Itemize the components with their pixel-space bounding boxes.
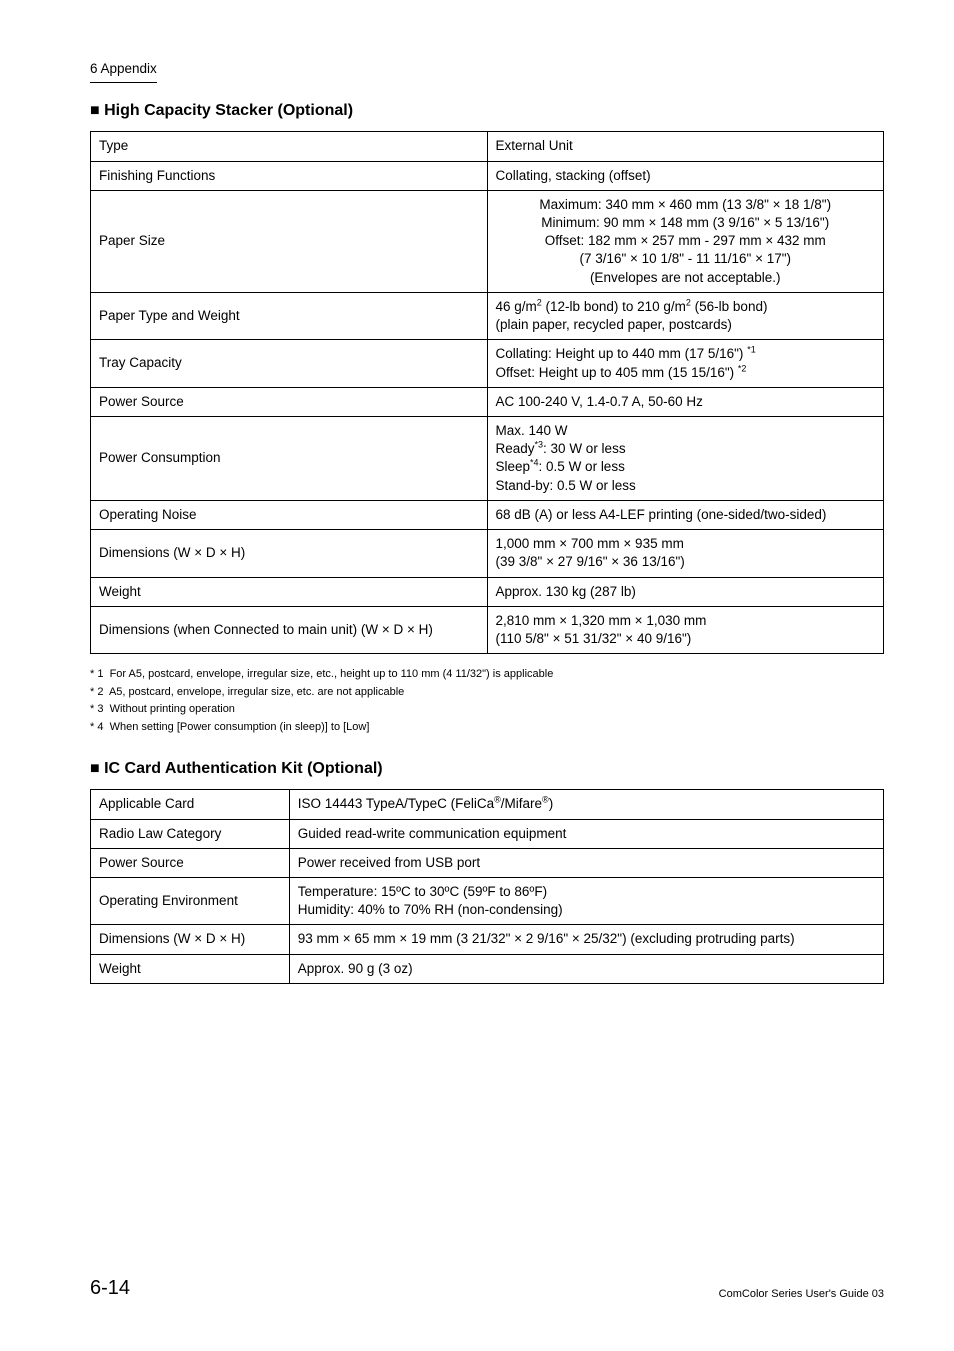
spec-value: Approx. 90 g (3 oz) bbox=[289, 954, 883, 983]
table-row: Paper Type and Weight46 g/m2 (12-lb bond… bbox=[91, 292, 884, 339]
section2-title: IC Card Authentication Kit (Optional) bbox=[90, 759, 884, 780]
spec-value: ISO 14443 TypeA/TypeC (FeliCa®/Mifare®) bbox=[289, 790, 883, 819]
section2-table: Applicable CardISO 14443 TypeA/TypeC (Fe… bbox=[90, 789, 884, 984]
spec-name: Dimensions (W × D × H) bbox=[91, 925, 290, 954]
spec-name: Paper Type and Weight bbox=[91, 292, 488, 339]
table-row: Finishing FunctionsCollating, stacking (… bbox=[91, 161, 884, 190]
table-row: Power ConsumptionMax. 140 WReady*3: 30 W… bbox=[91, 416, 884, 500]
table-row: Dimensions (W × D × H)1,000 mm × 700 mm … bbox=[91, 530, 884, 577]
table-row: Operating Noise68 dB (A) or less A4-LEF … bbox=[91, 500, 884, 529]
footnote: 3 Without printing operation bbox=[90, 701, 884, 719]
table-row: TypeExternal Unit bbox=[91, 132, 884, 161]
spec-value: Temperature: 15ºC to 30ºC (59ºF to 86ºF)… bbox=[289, 877, 883, 924]
spec-name: Dimensions (when Connected to main unit)… bbox=[91, 606, 488, 653]
spec-value: AC 100-240 V, 1.4-0.7 A, 50-60 Hz bbox=[487, 387, 884, 416]
table-row: Dimensions (W × D × H)93 mm × 65 mm × 19… bbox=[91, 925, 884, 954]
spec-value: Approx. 130 kg (287 lb) bbox=[487, 577, 884, 606]
spec-value: 2,810 mm × 1,320 mm × 1,030 mm(110 5/8" … bbox=[487, 606, 884, 653]
table-row: Power SourceAC 100-240 V, 1.4-0.7 A, 50-… bbox=[91, 387, 884, 416]
spec-value: External Unit bbox=[487, 132, 884, 161]
spec-value: 93 mm × 65 mm × 19 mm (3 21/32" × 2 9/16… bbox=[289, 925, 883, 954]
spec-name: Paper Size bbox=[91, 190, 488, 292]
table-row: Paper SizeMaximum: 340 mm × 460 mm (13 3… bbox=[91, 190, 884, 292]
spec-name: Power Source bbox=[91, 387, 488, 416]
spec-name: Power Source bbox=[91, 848, 290, 877]
spec-name: Operating Noise bbox=[91, 500, 488, 529]
spec-value: Collating: Height up to 440 mm (17 5/16"… bbox=[487, 340, 884, 387]
spec-name: Weight bbox=[91, 954, 290, 983]
spec-name: Dimensions (W × D × H) bbox=[91, 530, 488, 577]
table-row: WeightApprox. 130 kg (287 lb) bbox=[91, 577, 884, 606]
chapter-header: 6 Appendix bbox=[90, 60, 884, 83]
footnote: 1 For A5, postcard, envelope, irregular … bbox=[90, 666, 884, 684]
spec-name: Weight bbox=[91, 577, 488, 606]
spec-name: Finishing Functions bbox=[91, 161, 488, 190]
spec-name: Operating Environment bbox=[91, 877, 290, 924]
spec-value: 68 dB (A) or less A4-LEF printing (one-s… bbox=[487, 500, 884, 529]
spec-name: Tray Capacity bbox=[91, 340, 488, 387]
footnote: 2 A5, postcard, envelope, irregular size… bbox=[90, 684, 884, 702]
spec-value: Collating, stacking (offset) bbox=[487, 161, 884, 190]
spec-value: Power received from USB port bbox=[289, 848, 883, 877]
spec-value: Guided read-write communication equipmen… bbox=[289, 819, 883, 848]
section1-notes: 1 For A5, postcard, envelope, irregular … bbox=[90, 666, 884, 736]
spec-value: 46 g/m2 (12-lb bond) to 210 g/m2 (56-lb … bbox=[487, 292, 884, 339]
page-number: 6-14 bbox=[90, 1275, 130, 1301]
spec-name: Power Consumption bbox=[91, 416, 488, 500]
table-row: Dimensions (when Connected to main unit)… bbox=[91, 606, 884, 653]
spec-value: Max. 140 WReady*3: 30 W or lessSleep*4: … bbox=[487, 416, 884, 500]
table-row: Tray CapacityCollating: Height up to 440… bbox=[91, 340, 884, 387]
table-row: Operating EnvironmentTemperature: 15ºC t… bbox=[91, 877, 884, 924]
table-row: WeightApprox. 90 g (3 oz) bbox=[91, 954, 884, 983]
spec-value: Maximum: 340 mm × 460 mm (13 3/8" × 18 1… bbox=[487, 190, 884, 292]
footer-text: ComColor Series User's Guide 03 bbox=[719, 1287, 884, 1301]
spec-name: Type bbox=[91, 132, 488, 161]
spec-name: Radio Law Category bbox=[91, 819, 290, 848]
spec-value: 1,000 mm × 700 mm × 935 mm(39 3/8" × 27 … bbox=[487, 530, 884, 577]
table-row: Applicable CardISO 14443 TypeA/TypeC (Fe… bbox=[91, 790, 884, 819]
spec-name: Applicable Card bbox=[91, 790, 290, 819]
table-row: Radio Law CategoryGuided read-write comm… bbox=[91, 819, 884, 848]
table-row: Power SourcePower received from USB port bbox=[91, 848, 884, 877]
footnote: 4 When setting [Power consumption (in sl… bbox=[90, 719, 884, 737]
section1-table: TypeExternal UnitFinishing FunctionsColl… bbox=[90, 131, 884, 654]
chapter-label: 6 Appendix bbox=[90, 60, 157, 83]
section1-title: High Capacity Stacker (Optional) bbox=[90, 101, 884, 122]
